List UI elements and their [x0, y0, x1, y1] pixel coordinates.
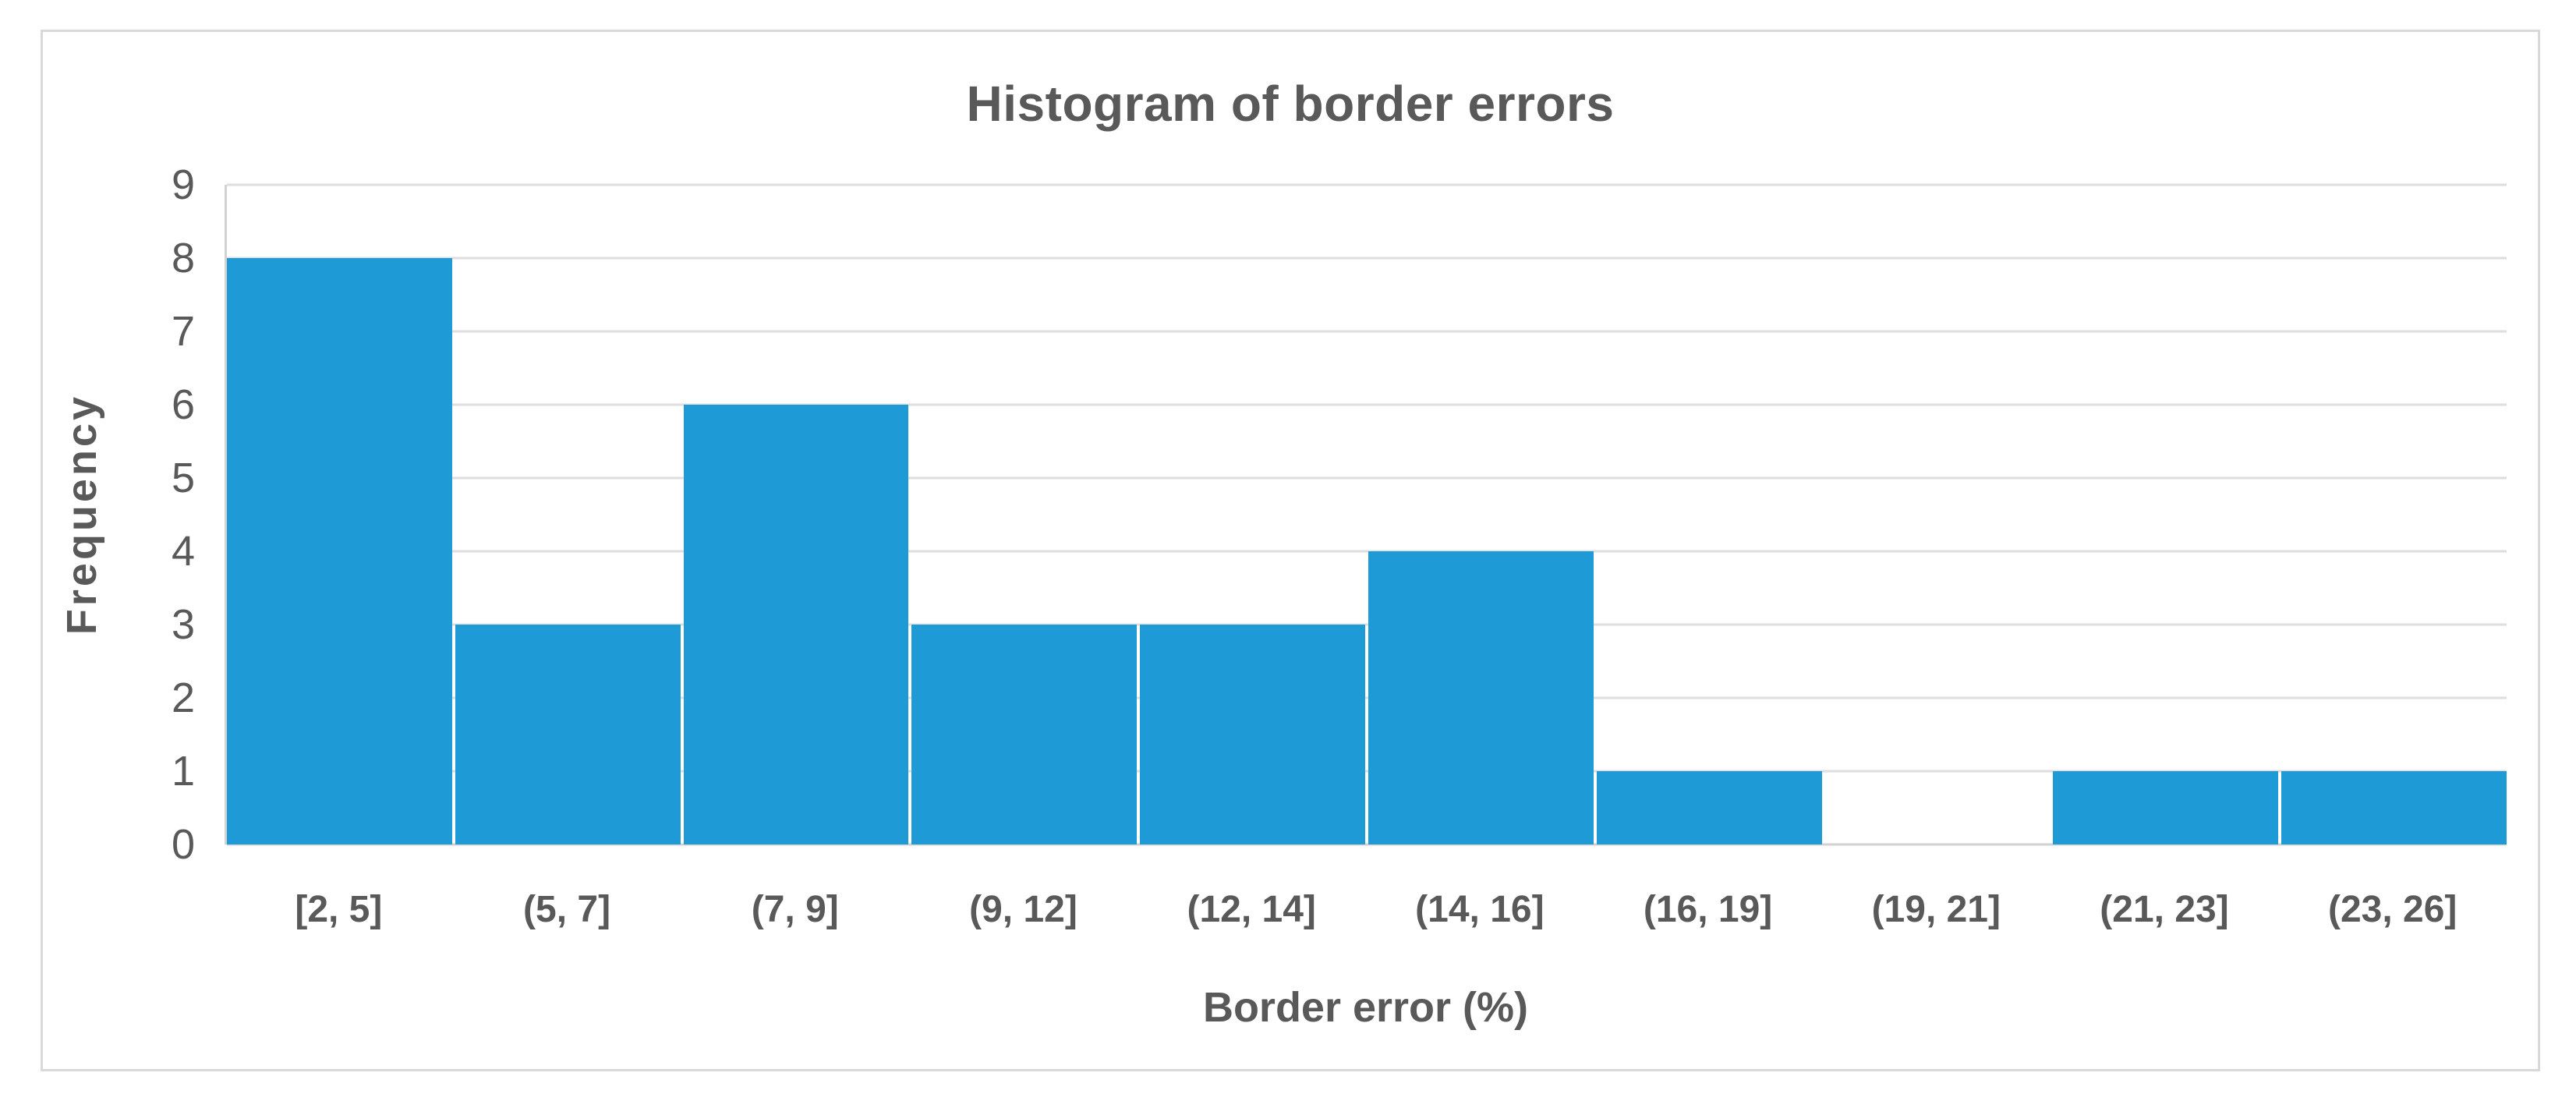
bar [455, 625, 681, 844]
x-axis-title: Border error (%) [1202, 984, 1529, 1031]
gridline [227, 257, 2507, 260]
chart-title: Histogram of border errors [966, 76, 1615, 132]
bar [2281, 771, 2507, 844]
bar [2053, 771, 2279, 844]
x-tick-label: (21, 23] [2100, 889, 2229, 930]
gridline [227, 403, 2507, 406]
y-tick-label: 2 [171, 674, 195, 721]
y-tick-label: 5 [171, 455, 195, 501]
bar [227, 258, 452, 844]
x-tick-label: (16, 19] [1643, 889, 1773, 930]
bar-slot [454, 185, 682, 844]
bar [1596, 771, 1822, 844]
bar-slot [1367, 185, 1595, 844]
x-tick-label: [2, 5] [295, 889, 383, 930]
bar [683, 405, 909, 844]
y-axis-title: Frequency [58, 394, 105, 635]
y-tick-label: 6 [171, 381, 195, 429]
gridline [227, 476, 2507, 480]
y-tick-label: 1 [171, 748, 195, 795]
y-tick-label: 8 [171, 235, 195, 281]
plot-area [225, 183, 2507, 846]
bar [1140, 625, 1365, 844]
gridline [227, 330, 2507, 333]
bar-slot [910, 185, 1138, 844]
x-tick-label: (14, 16] [1415, 889, 1545, 930]
y-axis-title-container: Frequency [55, 185, 109, 844]
x-tick-label: (7, 9] [751, 889, 839, 930]
y-axis-tick-labels: 0 1 2 3 4 5 6 7 8 9 [109, 164, 195, 866]
x-tick-label: (19, 21] [1871, 889, 2001, 930]
bar [1368, 551, 1594, 844]
gridline [227, 843, 2507, 846]
bars-container [227, 185, 2507, 844]
x-tick-label: (5, 7] [523, 889, 611, 930]
y-tick-label: 3 [171, 601, 195, 649]
bar-slot [1824, 185, 2052, 844]
y-tick-label: 0 [171, 821, 195, 868]
x-tick-label: (23, 26] [2327, 889, 2457, 930]
bar-slot [1595, 185, 1824, 844]
gridline [227, 183, 2507, 186]
bar-slot [2051, 185, 2280, 844]
gridline [227, 550, 2507, 553]
gridline [227, 623, 2507, 626]
y-tick-label: 9 [171, 161, 195, 208]
bar [911, 625, 1138, 844]
gridline [227, 770, 2507, 773]
bar-slot [2280, 185, 2507, 844]
y-tick-label: 7 [171, 308, 195, 355]
gridline [227, 696, 2507, 699]
x-tick-label: (9, 12] [969, 889, 1077, 930]
y-tick-label: 4 [171, 528, 195, 575]
bar-slot [227, 185, 454, 844]
x-tick-label: (12, 14] [1187, 889, 1316, 930]
bar-slot [1138, 185, 1367, 844]
x-axis-tick-labels: [2, 5] (5, 7] (7, 9] (9, 12] (12, 14] (14, 16… [225, 887, 2507, 933]
bar-slot [682, 185, 911, 844]
